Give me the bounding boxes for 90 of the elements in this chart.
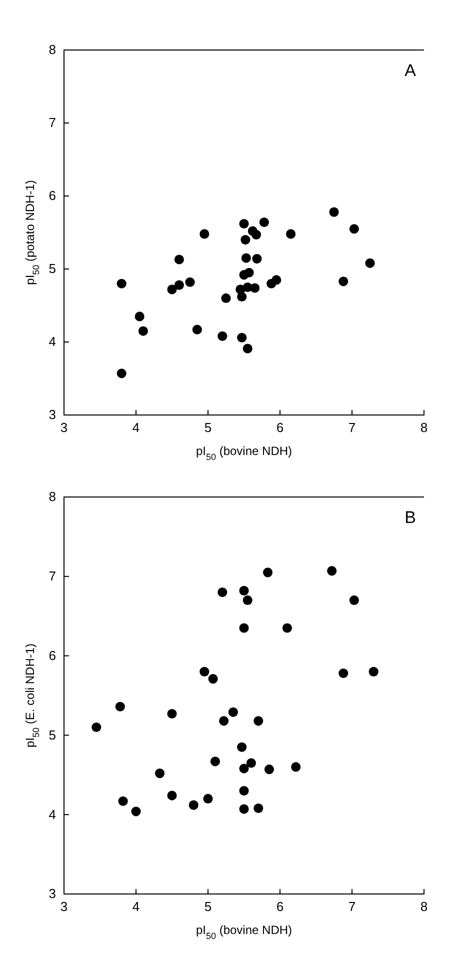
point [118,796,128,806]
point [239,764,249,774]
point [219,716,229,726]
point [192,324,202,334]
point [365,258,375,268]
point [174,280,184,290]
y-tick-label: 8 [48,42,56,58]
point [349,595,359,605]
x-tick-label: 5 [204,899,212,914]
point [349,224,359,234]
point [188,800,198,810]
point [259,218,269,228]
point [262,568,273,578]
x-axis-title: pI$_{50}$ (bovine NDH) [196,444,292,462]
point [203,794,213,804]
point [138,326,148,336]
point [282,623,292,633]
y-tick-label: 6 [48,188,56,204]
point [250,283,260,293]
point [200,666,210,676]
y-tick-label: 3 [48,407,56,422]
point [167,284,177,294]
point [244,268,254,278]
point [338,668,348,678]
point [329,207,339,217]
point [254,716,264,726]
point [154,768,165,778]
point [368,666,378,676]
point [200,229,210,239]
point [131,806,141,816]
point [237,292,247,302]
y-tick-label: 6 [48,648,56,663]
point [272,275,282,285]
point [239,623,249,633]
x-tick-label: 5 [204,420,212,436]
point [254,803,264,814]
point [174,254,184,264]
point [210,756,220,766]
x-tick-label: 6 [276,899,284,914]
x-tick-label: 8 [420,420,428,436]
point [134,312,144,322]
point [264,764,274,774]
point [246,758,256,768]
point [221,293,231,303]
point [167,708,177,719]
y-tick-label: 4 [48,334,56,350]
x-tick-label: 4 [132,899,140,914]
x-tick-label: 7 [348,899,356,914]
point [252,254,262,264]
point [327,566,337,576]
point [291,762,301,772]
y-tick-label: 8 [48,489,56,504]
x-tick-label: 4 [132,420,140,436]
x-tick-label: 7 [348,420,356,436]
point [116,368,126,378]
point [116,278,126,288]
point [239,786,249,796]
y-tick-label: 7 [48,568,56,584]
x-tick-label: 3 [60,899,68,914]
point [218,331,228,341]
y-tick-label: 5 [48,261,56,276]
point [239,804,249,814]
point [338,276,348,286]
annotation: B [404,508,416,527]
x-tick-label: 8 [420,899,428,914]
y-tick-label: 5 [48,727,56,742]
x-axis-title: pI$_{50}$ (bovine NDH) [196,923,292,941]
y-tick-label: 3 [48,886,56,902]
point [185,277,195,287]
point [286,229,296,239]
annotation: A [404,61,417,80]
point [218,588,228,598]
point [242,344,252,354]
point [240,235,250,245]
point [167,790,177,800]
point [251,230,262,240]
point [241,253,251,263]
point [228,707,238,717]
point [115,702,125,712]
y-tick-label: 4 [48,806,56,822]
y-tick-label: 7 [48,115,56,130]
point [237,332,247,342]
point [239,586,249,596]
point [208,674,218,684]
x-tick-label: 3 [60,420,68,436]
point [242,595,252,605]
point [92,722,102,732]
point [237,742,247,752]
point [239,218,249,229]
x-tick-label: 6 [276,420,284,436]
